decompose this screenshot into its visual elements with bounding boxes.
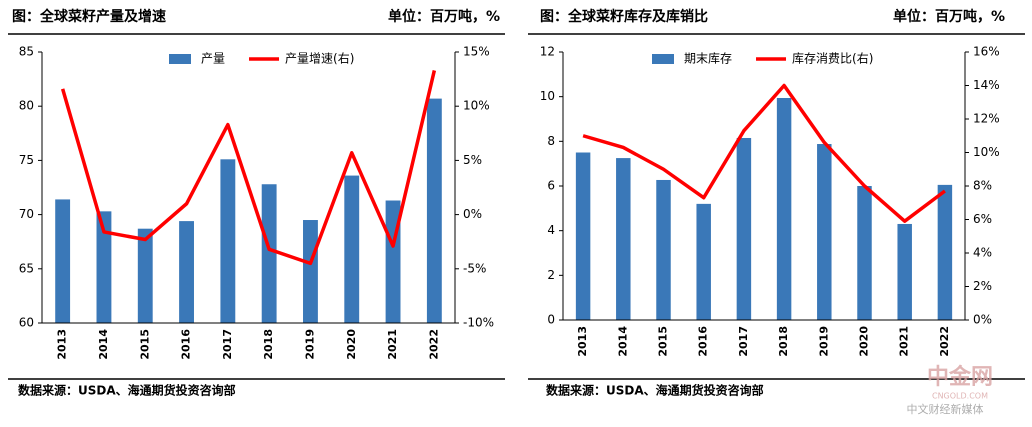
y-tick-label: 60: [19, 316, 34, 330]
bar: [575, 152, 591, 320]
chart-title: 图：全球菜籽产量及增速: [12, 8, 166, 25]
y-tick-label: 65: [19, 261, 34, 275]
x-tick-label: 2013: [56, 329, 69, 360]
bar: [55, 199, 71, 323]
x-tick-label: 2019: [817, 326, 830, 357]
y-tick-label: 2: [547, 268, 555, 282]
watermark-url: CNGOLD.COM: [932, 392, 988, 401]
y-tick-label: 10: [540, 89, 555, 103]
bar: [303, 220, 318, 323]
legend-swatch: [169, 54, 191, 64]
bar: [736, 137, 752, 320]
y-tick-label: 70: [19, 207, 34, 221]
unit-label: 单位：百万吨，%: [388, 8, 500, 25]
x-tick-label: 2019: [303, 329, 316, 360]
bar: [426, 98, 442, 323]
bar: [656, 179, 671, 320]
source-note: 数据来源：USDA、海通期货投资咨询部: [546, 383, 764, 398]
x-tick-label: 2015: [138, 329, 151, 360]
x-tick-label: 2021: [386, 329, 399, 360]
y2-tick-label: 6%: [973, 212, 992, 226]
y2-tick-label: 10%: [463, 99, 490, 113]
x-tick-label: 2016: [180, 329, 193, 360]
legend-label: 库存消费比(右): [792, 51, 873, 66]
x-tick-label: 2014: [616, 326, 629, 357]
bar: [137, 228, 153, 323]
x-tick-label: 2022: [427, 329, 440, 360]
source-note: 数据来源：USDA、海通期货投资咨询部: [18, 383, 236, 398]
unit-label: 单位：百万吨，%: [893, 8, 1005, 25]
y-tick-label: 0: [547, 313, 555, 327]
bar: [96, 211, 112, 323]
x-tick-label: 2022: [938, 326, 951, 357]
bar: [344, 175, 360, 323]
bar: [220, 159, 236, 323]
bar: [616, 158, 631, 320]
legend-swatch: [652, 54, 674, 64]
y2-tick-label: 5%: [463, 153, 482, 167]
y-tick-label: 8: [547, 134, 555, 148]
x-tick-label: 2020: [858, 326, 871, 357]
y-tick-label: 12: [540, 45, 555, 59]
y2-tick-label: 8%: [973, 179, 992, 193]
y-tick-label: 85: [19, 45, 34, 59]
y2-tick-label: 0%: [973, 313, 992, 327]
chart-title: 图：全球菜籽库存及库销比: [540, 8, 708, 25]
x-tick-label: 2013: [576, 326, 589, 357]
bar: [776, 98, 792, 320]
x-tick-label: 2017: [737, 326, 750, 357]
bar: [857, 186, 872, 320]
bar: [261, 184, 277, 323]
legend-label: 产量增速(右): [285, 51, 354, 66]
y2-tick-label: 4%: [973, 246, 992, 260]
y2-tick-label: 0%: [463, 207, 482, 221]
x-tick-label: 2018: [262, 329, 275, 360]
x-tick-label: 2018: [777, 326, 790, 357]
y2-tick-label: 12%: [973, 112, 1000, 126]
y-tick-label: 6: [547, 179, 555, 193]
y2-tick-label: 2%: [973, 279, 992, 293]
line: [60, 70, 437, 266]
line: [582, 83, 946, 223]
bar: [179, 221, 194, 323]
x-tick-label: 2021: [898, 326, 911, 357]
x-tick-label: 2020: [345, 329, 358, 360]
y-tick-label: 4: [547, 223, 555, 237]
x-tick-label: 2015: [657, 326, 670, 357]
watermark-tagline: 中文财经新媒体: [907, 402, 984, 416]
y2-tick-label: -5%: [463, 261, 486, 275]
x-tick-label: 2017: [221, 329, 234, 360]
legend-label: 产量: [201, 52, 225, 66]
bar: [696, 203, 711, 320]
y-tick-label: 75: [19, 153, 34, 167]
x-tick-label: 2014: [97, 329, 110, 360]
bar: [937, 184, 953, 320]
legend-label: 期末库存: [684, 51, 732, 66]
x-tick-label: 2016: [697, 326, 710, 357]
y2-tick-label: -10%: [463, 316, 494, 330]
y2-tick-label: 10%: [973, 145, 1000, 159]
bar: [817, 144, 832, 320]
y-tick-label: 80: [19, 99, 34, 113]
y2-tick-label: 15%: [463, 45, 490, 59]
watermark-logo: 中金网: [927, 364, 993, 390]
y2-tick-label: 16%: [973, 45, 1000, 59]
bar: [897, 223, 912, 320]
y2-tick-label: 14%: [973, 78, 1000, 92]
